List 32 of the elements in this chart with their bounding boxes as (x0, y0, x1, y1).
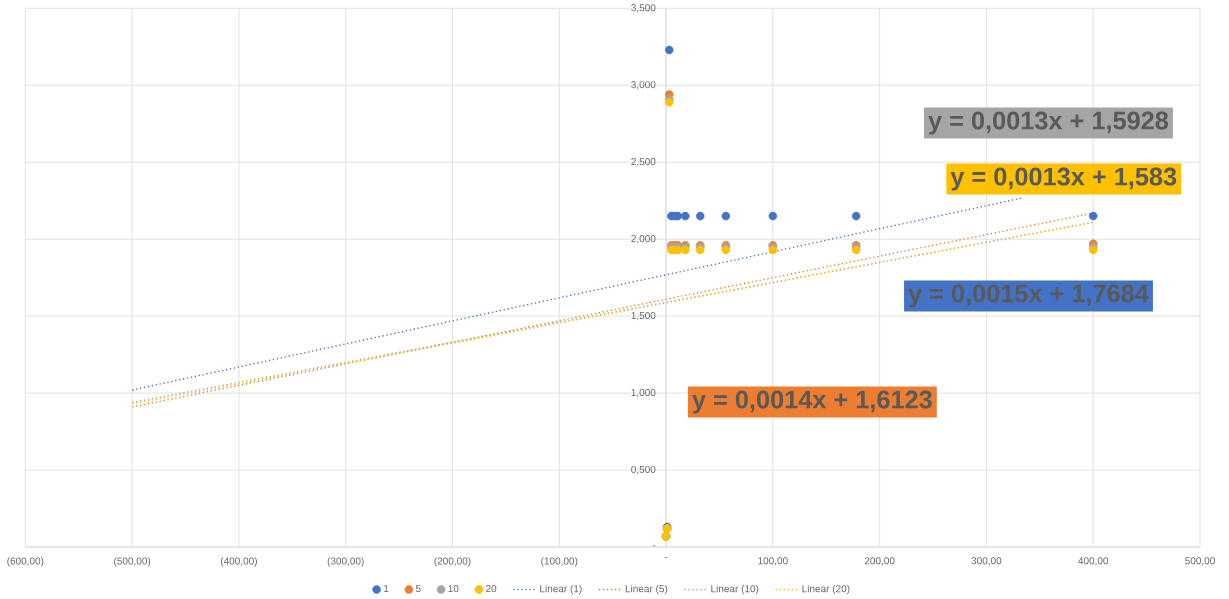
x-tick-label: (100,00) (541, 557, 578, 567)
legend-label: Linear (20) (802, 584, 850, 595)
legend-label: Linear (5) (625, 584, 668, 595)
y-tick-label: 1,500 (631, 312, 656, 321)
y-tick-label: 0,500 (631, 465, 656, 475)
y-tick-label: 1,000 (631, 388, 656, 398)
x-tick-label: (600,00) (7, 557, 44, 567)
legend-label: Linear (1) (540, 584, 582, 595)
x-tick-label: 300,00 (971, 557, 1002, 566)
legend-label: 1 (384, 585, 389, 592)
legend-label: 10 (448, 585, 459, 593)
y-tick-label: - (652, 545, 656, 547)
x-tick-label: (300,00) (327, 557, 364, 567)
x-tick-label: 100,00 (758, 557, 788, 566)
x-tick-label: (500,00) (114, 557, 151, 567)
annotation: y = 0,0013x + 1,583 (950, 167, 1177, 191)
y-tick-label: 3,500 (631, 4, 656, 13)
x-tick-label: (200,00) (434, 557, 471, 567)
y-tick-label: 2,000 (631, 235, 656, 244)
legend-label: 5 (415, 585, 421, 593)
annotation: y = 0,0015x + 1,7684 (908, 284, 1149, 308)
annotation: y = 0,0014x + 1,6123 (692, 390, 932, 414)
x-tick-label: 500,00 (1185, 557, 1215, 566)
x-tick-label: - (664, 557, 668, 558)
x-tick-label: 200,00 (864, 557, 895, 566)
x-tick-label: (400,00) (220, 557, 257, 567)
legend-label: Linear (10) (711, 584, 759, 595)
y-tick-label: 2,500 (631, 158, 656, 167)
annotation: y = 0,0013x + 1,5928 (928, 111, 1169, 135)
x-tick-label: 400,00 (1078, 557, 1109, 566)
y-tick-label: 3,000 (631, 81, 656, 90)
legend-label: 20 (486, 585, 497, 593)
